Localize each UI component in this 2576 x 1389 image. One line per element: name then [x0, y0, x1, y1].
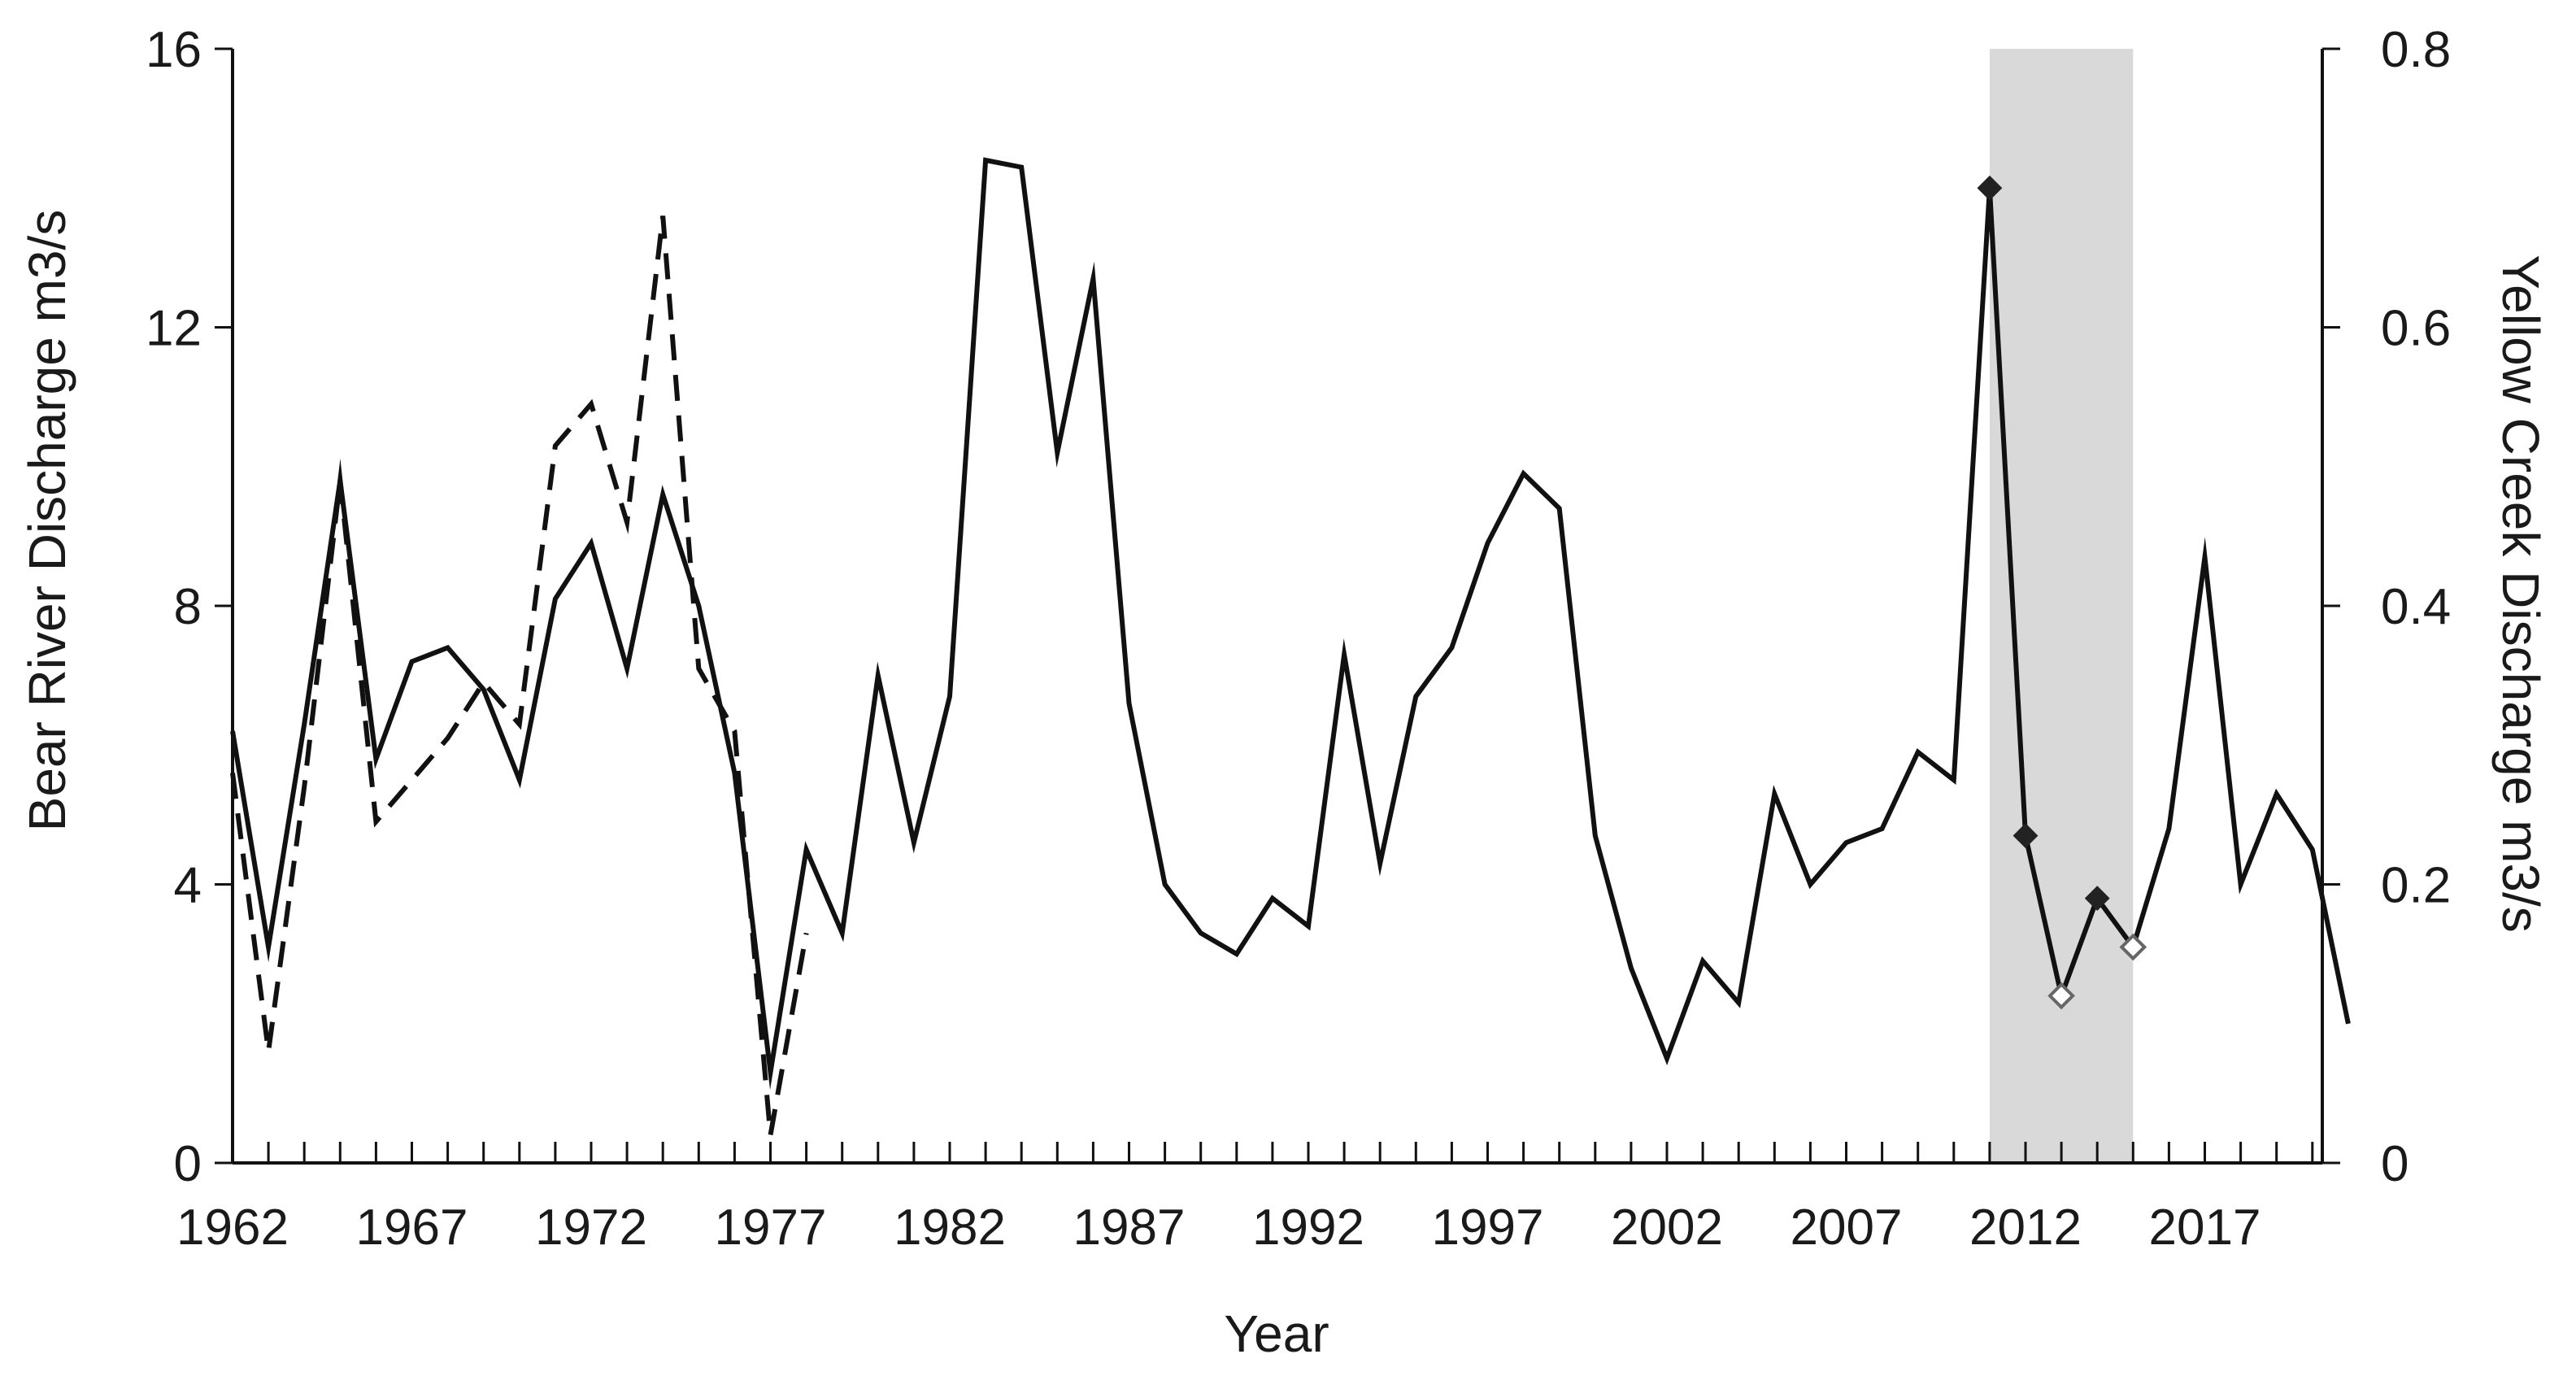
x-tick-label: 1977: [715, 1200, 827, 1256]
x-tick-label: 1967: [356, 1200, 468, 1256]
data-point-marker-filled: [2012, 823, 2039, 848]
x-tick-label: 2002: [1611, 1200, 1723, 1256]
series-line-dashed: [230, 216, 809, 1154]
axes-group: 1962 1967 1972 1977 1982 1987 1992 1997 2002 2007…: [146, 22, 2451, 1256]
y-axis-title-left: Bear River Discharge m3/s: [18, 210, 76, 832]
y-tick-label-right: 0: [2381, 1136, 2408, 1192]
y-tick-label-left: 16: [146, 22, 202, 78]
y-tick-label-right: 0.8: [2381, 22, 2451, 78]
x-tick-label: 2012: [1969, 1200, 2082, 1256]
x-tick-label: 2007: [1791, 1200, 1903, 1256]
data-point-marker-open: [2047, 982, 2075, 1010]
series-line-solid: [230, 157, 2351, 1091]
y-tick-label-right: 0.2: [2381, 858, 2451, 914]
data-point-marker-filled: [2084, 886, 2110, 912]
x-tick-label: 1987: [1073, 1200, 1186, 1256]
x-axis-title: Year: [1224, 1304, 1329, 1363]
y-axis-title-right: Yellow Creek Discharge m3/s: [2491, 255, 2550, 933]
y-tick-label-left: 4: [174, 858, 202, 914]
y-tick-label-right: 0.6: [2381, 301, 2451, 357]
x-tick-label: 2017: [2149, 1200, 2261, 1256]
y-tick-label-right: 0.4: [2381, 579, 2451, 635]
data-point-marker-open: [2119, 933, 2147, 961]
y-tick-label-left: 0: [174, 1136, 202, 1192]
x-tick-label: 1982: [894, 1200, 1006, 1256]
x-tick-label: 1992: [1252, 1200, 1364, 1256]
x-tick-label: 1997: [1432, 1200, 1544, 1256]
data-point-marker-filled: [1977, 175, 2003, 201]
series-group: [230, 157, 2351, 1154]
x-tick-label: 1972: [535, 1200, 647, 1256]
x-tick-label: 1962: [176, 1200, 289, 1256]
markers-group: [1977, 175, 2147, 1010]
y-tick-label-left: 8: [174, 579, 202, 635]
y-tick-label-left: 12: [146, 301, 202, 357]
